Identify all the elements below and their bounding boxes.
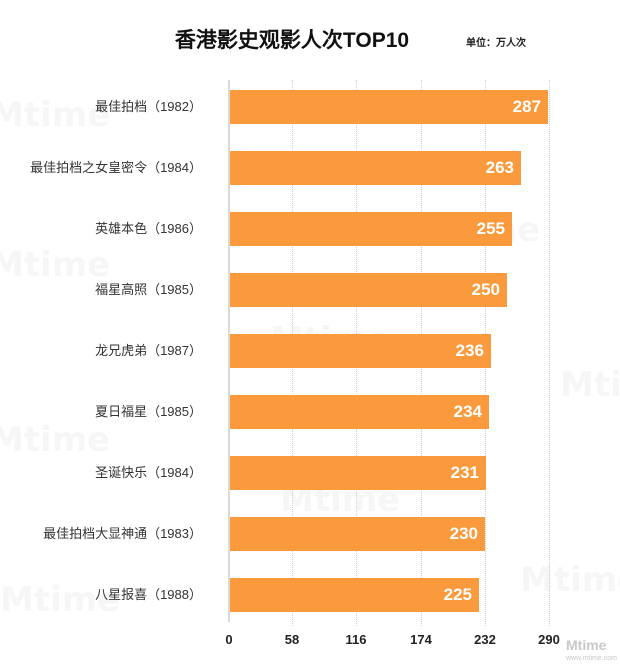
bar-row: 八星报喜（1988） 225 [0, 578, 620, 612]
mtime-url: www.mtime.com [566, 655, 617, 662]
bar-row: 夏日福星（1985） 234 [0, 395, 620, 429]
bar-value-label: 230 [449, 524, 478, 543]
x-tick-label: 174 [410, 632, 432, 647]
bar-row: 英雄本色（1986） 255 [0, 212, 620, 246]
category-label: 龙兄虎弟（1987） [95, 343, 202, 358]
category-label: 福星高照（1985） [95, 282, 202, 297]
x-tick-label: 0 [225, 632, 233, 647]
bar-value-label: 225 [443, 585, 472, 604]
bar: 225 [230, 578, 479, 612]
y-axis-line [228, 80, 230, 622]
x-tick-label: 58 [284, 632, 300, 647]
x-tick-label: 290 [538, 632, 560, 647]
gridline [549, 80, 550, 626]
bar-row: 圣诞快乐（1984） 231 [0, 456, 620, 490]
bar-value-label: 255 [476, 219, 505, 238]
category-label: 夏日福星（1985） [95, 404, 202, 419]
bar: 230 [230, 517, 485, 551]
x-tick-label: 232 [474, 632, 496, 647]
category-label: 最佳拍档大显神通（1983） [43, 526, 202, 541]
bar-value-label: 263 [485, 158, 514, 177]
bar: 287 [230, 90, 548, 124]
bar: 255 [230, 212, 512, 246]
bar-value-label: 287 [512, 97, 541, 116]
bar-value-label: 236 [455, 341, 484, 360]
bar: 231 [230, 456, 486, 490]
bar: 263 [230, 151, 521, 185]
x-tick-label: 116 [345, 632, 367, 647]
bar-row: 最佳拍档（1982） 287 [0, 90, 620, 124]
bar-row: 最佳拍档大显神通（1983） 230 [0, 517, 620, 551]
bar: 236 [230, 334, 491, 368]
unit-label: 单位：万人次 [466, 38, 526, 49]
bar-value-label: 231 [450, 463, 479, 482]
mtime-logo: Mtime [566, 637, 607, 653]
chart-title: 香港影史观影人次TOP10 [174, 29, 410, 52]
bar-row: 最佳拍档之女皇密令（1984） 263 [0, 151, 620, 185]
category-label: 最佳拍档（1982） [95, 99, 202, 114]
bar-row: 龙兄虎弟（1987） 236 [0, 334, 620, 368]
bar-value-label: 234 [453, 402, 482, 421]
category-label: 圣诞快乐（1984） [95, 465, 202, 480]
bar: 234 [230, 395, 489, 429]
bar-value-label: 250 [471, 280, 500, 299]
bar-row: 福星高照（1985） 250 [0, 273, 620, 307]
chart-title-area: 香港影史观影人次TOP10 单位：万人次 [0, 24, 620, 54]
category-label: 英雄本色（1986） [95, 221, 202, 236]
category-label: 最佳拍档之女皇密令（1984） [30, 160, 202, 175]
bar: 250 [230, 273, 507, 307]
category-label: 八星报喜（1988） [95, 587, 202, 602]
